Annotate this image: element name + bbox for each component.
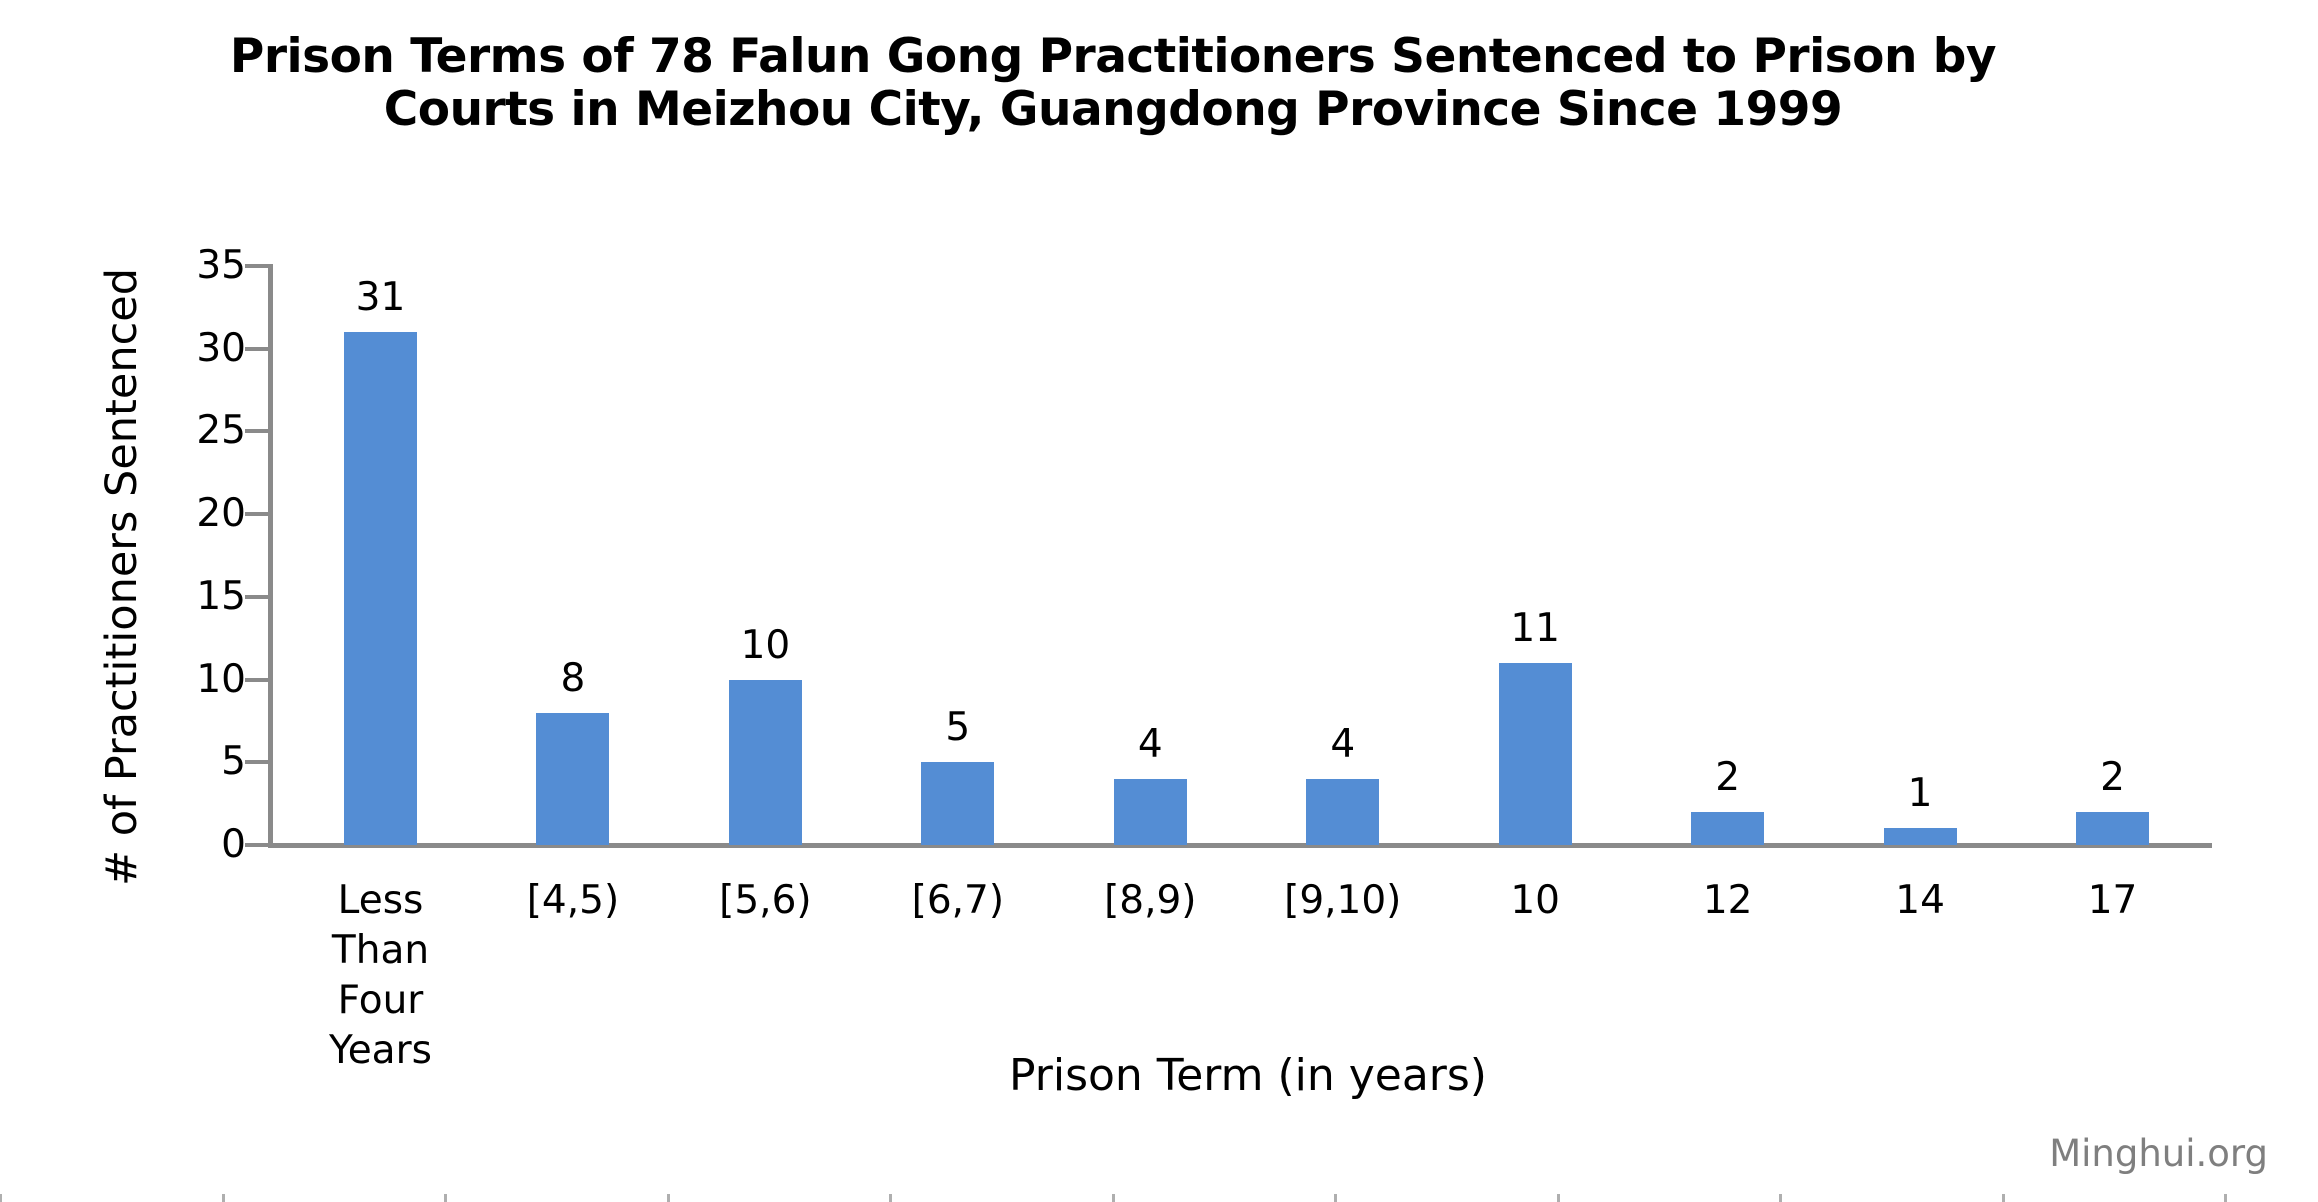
y-axis-tick (245, 346, 268, 351)
y-axis-tick-label: 25 (196, 408, 246, 454)
bar (344, 332, 417, 845)
bar (1113, 778, 1187, 845)
y-axis-tick-label: 5 (221, 739, 246, 785)
bottom-edge-tick (0, 1194, 2, 1202)
y-axis-tick-label: 10 (196, 656, 246, 702)
bar (1306, 778, 1380, 845)
bar (1498, 663, 1572, 845)
bar-value-label: 4 (1137, 721, 1163, 767)
x-axis-category-label: [9,10) (1284, 878, 1402, 923)
bar-value-label: 4 (1330, 721, 1356, 767)
x-axis-category-label: [5,6) (719, 878, 812, 923)
bar-value-label: 11 (1510, 606, 1560, 652)
x-axis-category-label: 12 (1702, 878, 1753, 923)
x-axis-category-label: [4,5) (526, 878, 620, 923)
y-axis-tick (245, 264, 268, 268)
bar-value-label: 31 (355, 275, 406, 321)
bottom-edge-tick (1779, 1194, 1782, 1202)
bar (728, 679, 802, 845)
bar-value-label: 2 (1715, 754, 1741, 800)
y-axis-tick (245, 429, 268, 434)
bottom-edge-tick (1556, 1194, 1560, 1202)
bottom-edge-tick (1334, 1194, 1337, 1202)
chart-title-line-2: Courts in Meizhou City, Guangdong Provin… (383, 82, 1843, 137)
bar (1883, 828, 1957, 845)
y-axis-tick-label: 15 (196, 573, 246, 619)
bar-value-label: 1 (1907, 771, 1933, 817)
x-axis-category-label: [6,7) (911, 878, 1005, 923)
bar-value-label: 10 (740, 622, 791, 668)
y-axis-tick (245, 677, 268, 682)
bottom-edge-tick (2224, 1194, 2227, 1202)
bottom-edge-tick (444, 1194, 447, 1202)
x-axis-line (268, 843, 2212, 848)
y-axis-tick (245, 594, 268, 599)
x-axis-category-label: 17 (2087, 878, 2138, 923)
y-axis-tick (245, 843, 268, 847)
chart-title: Prison Terms of 78 Falun Gong Practition… (0, 30, 2226, 136)
bar (921, 762, 995, 845)
bottom-edge-tick (1111, 1194, 1115, 1202)
bar-value-label: 5 (945, 705, 971, 751)
bar-value-label: 2 (2100, 754, 2125, 800)
x-axis-category-label: [8,9) (1104, 878, 1197, 923)
y-axis-line (268, 264, 273, 848)
watermark: Minghui.org (2049, 1132, 2268, 1175)
chart-title-line-1: Prison Terms of 78 Falun Gong Practition… (229, 29, 1997, 84)
bottom-edge-tick (2001, 1194, 2005, 1202)
bottom-edge-tick (666, 1194, 670, 1202)
y-axis-tick-label: 0 (221, 822, 246, 867)
y-axis-tick-label: 30 (196, 325, 246, 371)
x-axis-category-label: Less Than Four Years (329, 878, 432, 1073)
x-axis-category-label: 10 (1510, 878, 1560, 923)
y-axis-tick-label: 20 (196, 491, 246, 537)
x-axis-category-label: 14 (1895, 878, 1945, 923)
bar (1691, 811, 1765, 845)
bar (536, 712, 610, 845)
x-axis-title: Prison Term (in years) (1009, 1050, 1487, 1101)
bar (2076, 811, 2150, 845)
y-axis-tick (245, 760, 268, 765)
bar-value-label: 8 (560, 655, 586, 701)
bottom-edge-tick (889, 1194, 892, 1202)
y-axis-tick (245, 512, 268, 517)
y-axis-tick-label: 35 (196, 243, 246, 288)
bottom-edge-tick (221, 1194, 225, 1202)
